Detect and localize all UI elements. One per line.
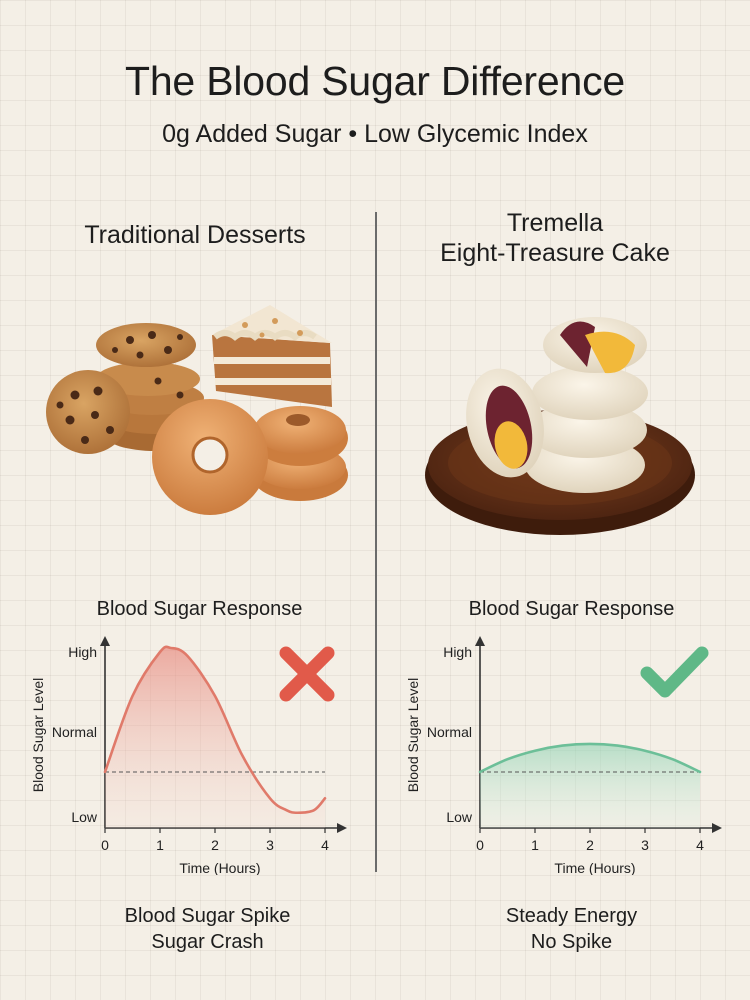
left-chart-x-tick-label: 1: [156, 837, 164, 853]
column-divider: [375, 212, 377, 872]
left-chart-x-tick-label: 3: [266, 837, 274, 853]
left-chart-y-tick-label: High: [68, 644, 97, 660]
right-title-line1: Tremella: [506, 209, 604, 237]
right-chart-y-tick-label: Low: [446, 809, 473, 825]
right-chart-x-axis-label: Time (Hours): [554, 860, 635, 875]
right-chart-y-tick-label: Normal: [427, 724, 472, 740]
right-chart-y-axis-arrow: [475, 636, 485, 646]
left-blood-sugar-chart: 0 1 2 3 4 Low Normal High Time (Hours) Blood Suga…: [30, 636, 347, 875]
right-chart-x-tick-label: 0: [476, 837, 484, 853]
right-chart-x-tick-label: 1: [531, 837, 539, 853]
cookie: [46, 370, 130, 454]
right-column-title: Tremella Eight-Treasure Cake: [375, 208, 735, 268]
left-chart-y-tick-label: Normal: [52, 724, 97, 740]
right-blood-sugar-chart: 0 1 2 3 4 Low Normal High Time (Hours) Blood Suga…: [405, 636, 722, 875]
left-chart-y-tick-label: Low: [71, 809, 98, 825]
halved-cake: [466, 368, 544, 478]
left-chart-x-tick-label: 2: [211, 837, 219, 853]
right-chart-x-axis-arrow: [712, 823, 722, 833]
left-chart-x-axis-arrow: [337, 823, 347, 833]
left-column-title: Traditional Desserts: [84, 221, 306, 249]
right-chart-area-fill: [480, 743, 700, 828]
cake-slice: [212, 305, 332, 407]
left-chart-x-tick-label: 0: [101, 837, 109, 853]
cake-stack: [525, 317, 648, 493]
left-chart-y-axis-arrow: [100, 636, 110, 646]
left-caption-line2: Sugar Crash: [151, 931, 264, 953]
right-caption: Steady Energy No Spike: [384, 903, 750, 955]
left-chart-area-fill: [105, 646, 325, 828]
left-chart-y-axis-label: Blood Sugar Level: [30, 678, 46, 792]
check-icon: [640, 646, 709, 698]
donuts: [152, 399, 348, 515]
left-caption-line1: Blood Sugar Spike: [124, 905, 291, 927]
page-title: The Blood Sugar Difference: [124, 58, 625, 104]
right-chart-y-axis-label: Blood Sugar Level: [405, 678, 421, 792]
left-caption: Blood Sugar Spike Sugar Crash: [20, 903, 395, 955]
left-chart-x-tick-label: 4: [321, 837, 329, 853]
cross-icon: [279, 646, 335, 702]
tremella-cake-image: [425, 317, 695, 535]
right-caption-line2: No Spike: [530, 931, 613, 953]
right-chart-x-tick-label: 3: [641, 837, 649, 853]
traditional-desserts-image: [46, 305, 348, 515]
right-title-line2: Eight-Treasure Cake: [440, 239, 670, 267]
right-caption-line1: Steady Energy: [505, 905, 638, 927]
left-chart-title: Blood Sugar Response: [96, 598, 303, 620]
left-chart-x-axis-label: Time (Hours): [179, 860, 260, 875]
left-chart-response-curve: [103, 645, 327, 815]
right-chart-title: Blood Sugar Response: [468, 598, 675, 620]
right-chart-y-tick-label: High: [443, 644, 472, 660]
right-chart-response-curve: [478, 742, 702, 774]
right-chart-x-tick-label: 2: [586, 837, 594, 853]
right-chart-x-tick-label: 4: [696, 837, 704, 853]
page-subtitle: 0g Added Sugar • Low Glycemic Index: [162, 120, 588, 148]
